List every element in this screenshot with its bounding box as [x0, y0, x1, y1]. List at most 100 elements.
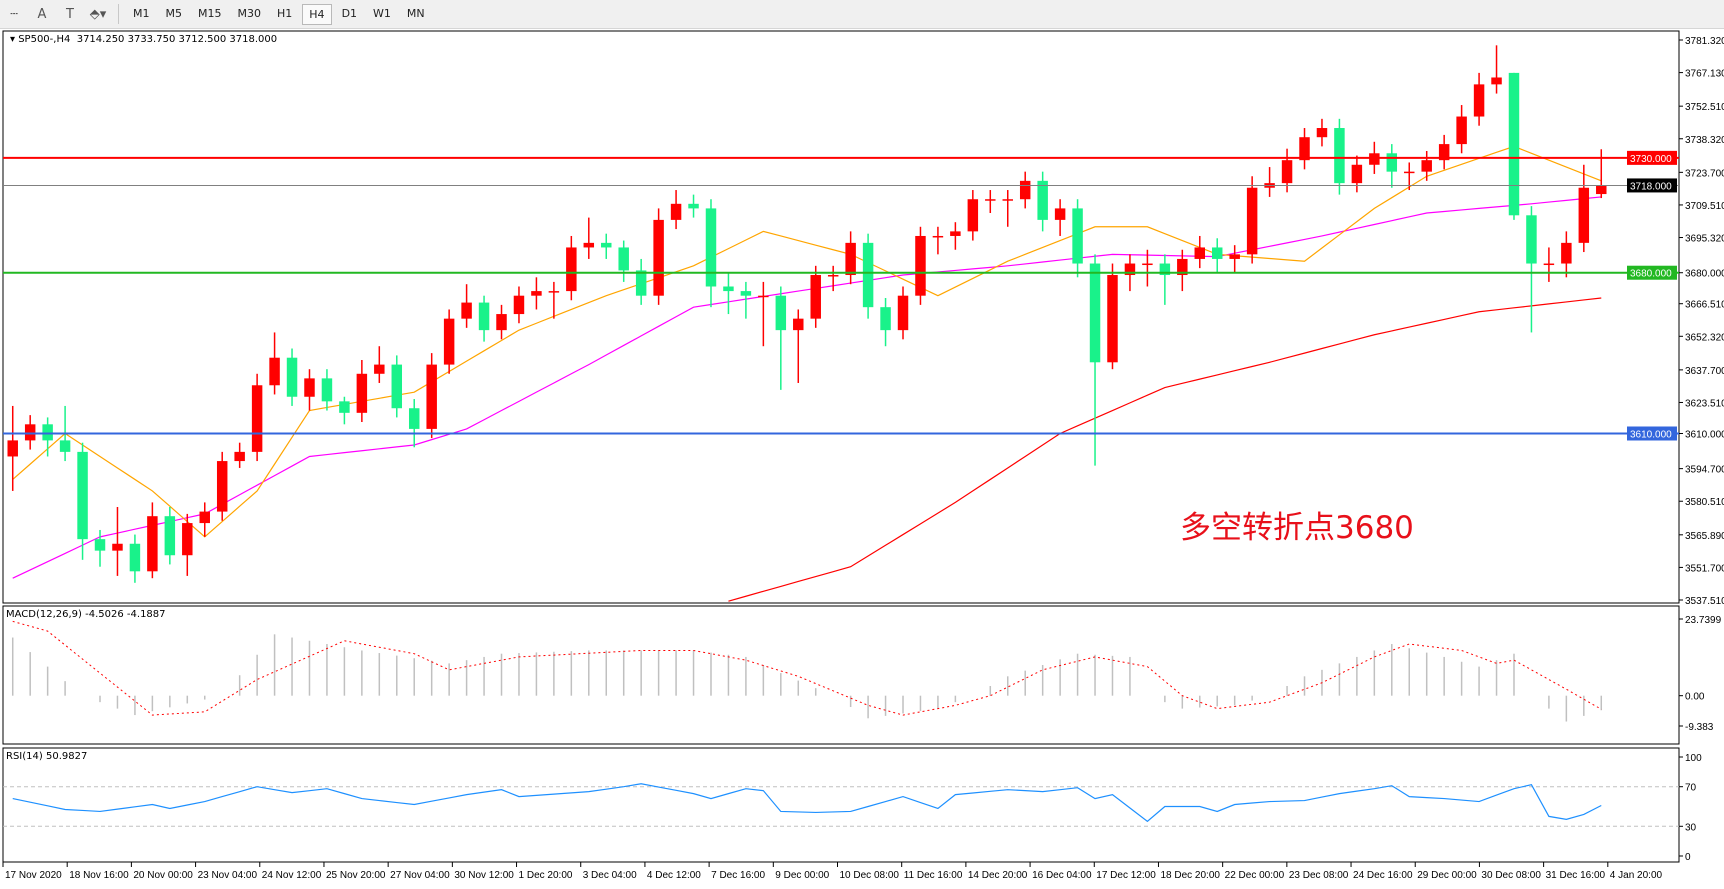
time-axis-label: 24 Nov 12:00	[262, 870, 322, 881]
candle-body	[1142, 263, 1153, 266]
candle-body	[601, 242, 612, 248]
timeframe-m15[interactable]: M15	[198, 6, 222, 20]
macd-label: MACD(12,26,9) -4.5026 -4.1887	[6, 609, 166, 620]
candle-body	[461, 302, 472, 319]
candle-body	[1578, 187, 1590, 243]
candle	[897, 286, 909, 340]
candle	[426, 353, 437, 439]
timeframe-h1[interactable]: H1	[277, 6, 293, 20]
toolbar-divider	[118, 4, 119, 24]
candle-body	[670, 203, 682, 220]
candle	[1526, 206, 1537, 333]
candle	[950, 222, 961, 250]
candle-body	[793, 318, 804, 331]
candle-body	[321, 378, 333, 402]
timeframe-m30[interactable]: M30	[237, 6, 262, 20]
price-axis-tick-label: 3680.000	[1685, 269, 1724, 280]
timeframe-m5[interactable]: M5	[165, 6, 183, 20]
candle-body	[1194, 247, 1206, 259]
candle-body	[932, 235, 944, 238]
candle	[1421, 150, 1432, 181]
price-axis-tick-label: 3767.130	[1685, 69, 1724, 80]
candle-body	[915, 235, 926, 296]
macd-axis-tick-label: 0.00	[1685, 692, 1705, 703]
candle	[1473, 72, 1485, 126]
candle	[1456, 105, 1467, 154]
candle-body	[723, 286, 734, 292]
pivot-annotation: 多空转折点3680	[1180, 510, 1414, 546]
text-label-icon[interactable]: A	[37, 6, 47, 22]
candle	[1107, 263, 1118, 370]
candle-body	[443, 318, 455, 365]
candle	[1194, 235, 1206, 269]
candle-body	[7, 440, 18, 457]
candle	[1334, 118, 1345, 195]
candle	[1177, 249, 1188, 292]
time-axis-label: 30 Nov 12:00	[454, 870, 514, 881]
macd-axis-tick-label: 23.7399	[1685, 615, 1722, 626]
price-axis-tick-label: 3551.700	[1685, 563, 1724, 574]
price-axis-tick-label: 3738.320	[1685, 135, 1724, 146]
macd-values: -4.5026 -4.1887	[85, 609, 166, 620]
rsi-panel-frame	[2, 747, 1680, 863]
candle-body	[1159, 263, 1171, 276]
candle-body	[531, 291, 542, 296]
text-box-icon[interactable]: T	[66, 6, 74, 22]
candle-body	[1404, 171, 1415, 174]
candle-body	[304, 378, 315, 397]
timeframe-d1[interactable]: D1	[341, 6, 358, 20]
candle	[583, 217, 595, 259]
candle-body	[1526, 215, 1537, 264]
toolbar: ┄ A T ⬘▾ M1 M5 M15 M30 H1 H4 D1 W1 MN	[0, 0, 1724, 29]
chart-canvas[interactable]: 3781.320 3767.130 3752.510 3738.320 3723.700…	[0, 29, 1724, 889]
period-separator-icon[interactable]: ┄	[10, 6, 18, 22]
price-axis-tick-label: 3781.320	[1685, 36, 1724, 47]
candle	[199, 502, 210, 537]
candle	[1543, 247, 1555, 282]
timeframe-w1[interactable]: W1	[373, 6, 391, 20]
candle-body	[1246, 187, 1258, 255]
candle	[112, 506, 123, 576]
level-label-bg	[1627, 150, 1677, 165]
candle	[566, 235, 577, 301]
candle-body	[1596, 185, 1607, 195]
level-label-3730: 3730.000	[1630, 154, 1672, 165]
time-axis-label: 4 Jan 20:00	[1610, 870, 1663, 881]
candle-body	[1281, 160, 1293, 184]
candle	[880, 297, 891, 347]
candle-body	[862, 242, 874, 308]
candle	[1246, 176, 1258, 264]
candle	[862, 233, 874, 319]
candle-body	[653, 219, 664, 296]
macd-panel-frame	[2, 605, 1680, 745]
ma-fast-line	[12, 145, 1602, 538]
price-axis-tick-label: 3537.510	[1685, 596, 1724, 607]
candle-body	[1369, 153, 1380, 165]
candle	[688, 194, 699, 218]
candle	[443, 309, 455, 374]
chart-title: ▾ SP500-,H4 3714.250 3733.750 3712.500 3…	[10, 34, 278, 45]
level-label-bg	[1627, 265, 1677, 280]
candle-body	[129, 543, 141, 572]
arrows-icon[interactable]: ⬘▾	[89, 6, 107, 22]
candle	[1142, 249, 1153, 287]
time-axis-label: 11 Dec 16:00	[904, 870, 963, 881]
candle-body	[77, 451, 88, 540]
candle-body	[147, 516, 158, 572]
time-axis-label: 16 Dec 04:00	[1032, 870, 1092, 881]
level-label-bg	[1627, 178, 1677, 193]
candle	[1072, 199, 1083, 278]
candle	[24, 415, 36, 450]
timeframe-h4[interactable]: H4	[302, 3, 332, 25]
candle	[164, 506, 176, 565]
price-axis-tick-label: 3709.510	[1685, 201, 1724, 212]
candle-body	[1438, 144, 1450, 161]
candle	[1438, 134, 1450, 170]
time-axis-label: 17 Dec 12:00	[1096, 870, 1156, 881]
timeframe-m1[interactable]: M1	[133, 6, 150, 20]
candle	[339, 396, 350, 425]
time-axis-label: 27 Nov 04:00	[390, 870, 450, 881]
candle-body	[269, 357, 280, 386]
timeframe-group: M1 M5 M15 M30 H1 H4 D1 W1 MN	[125, 3, 433, 25]
timeframe-mn[interactable]: MN	[406, 6, 425, 20]
